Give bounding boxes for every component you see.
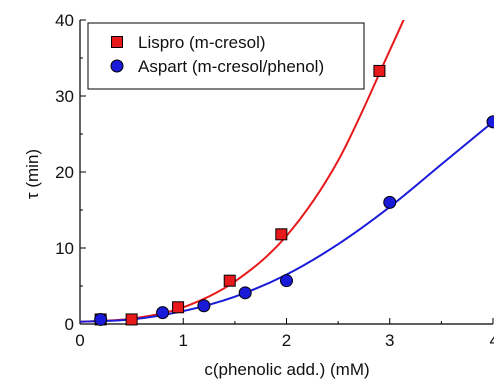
y-tick-label: 30	[55, 87, 74, 106]
data-point-aspart	[280, 274, 293, 288]
data-point-aspart	[238, 286, 252, 300]
data-point-lispro	[373, 64, 386, 77]
fit-curve-lispro	[80, 20, 405, 323]
data-point-lispro	[275, 228, 288, 241]
legend-box	[87, 22, 365, 90]
plot-area: 01234010203040	[55, 11, 494, 350]
x-axis-title: c(phenolic add.) (mM)	[204, 360, 369, 379]
x-tick-label: 4	[490, 331, 494, 350]
y-tick-label: 40	[55, 11, 74, 30]
data-point-aspart	[383, 195, 397, 209]
legend-marker-circle	[110, 59, 124, 73]
data-point-lispro	[223, 274, 236, 287]
legend-marker-square	[111, 36, 123, 48]
data-point-aspart	[197, 299, 211, 313]
y-axis-title: τ (min)	[23, 149, 42, 199]
data-point-aspart	[94, 312, 108, 326]
y-tick-label: 10	[55, 239, 74, 258]
fit-curve-aspart	[80, 121, 493, 323]
legend-label: Lispro (m-cresol)	[138, 33, 266, 52]
x-tick-label: 3	[385, 331, 394, 350]
x-tick-label: 2	[282, 331, 291, 350]
data-point-aspart	[486, 115, 494, 129]
data-point-lispro	[172, 301, 185, 314]
legend-label: Aspart (m-cresol/phenol)	[138, 57, 324, 76]
x-tick-label: 1	[179, 331, 188, 350]
y-tick-label: 20	[55, 163, 74, 182]
x-tick-label: 0	[75, 331, 84, 350]
y-tick-label: 0	[65, 315, 74, 334]
legend: Lispro (m-cresol) Aspart (m-cresol/phenol…	[87, 22, 365, 90]
data-point-lispro	[125, 313, 138, 326]
data-point-aspart	[156, 306, 170, 320]
